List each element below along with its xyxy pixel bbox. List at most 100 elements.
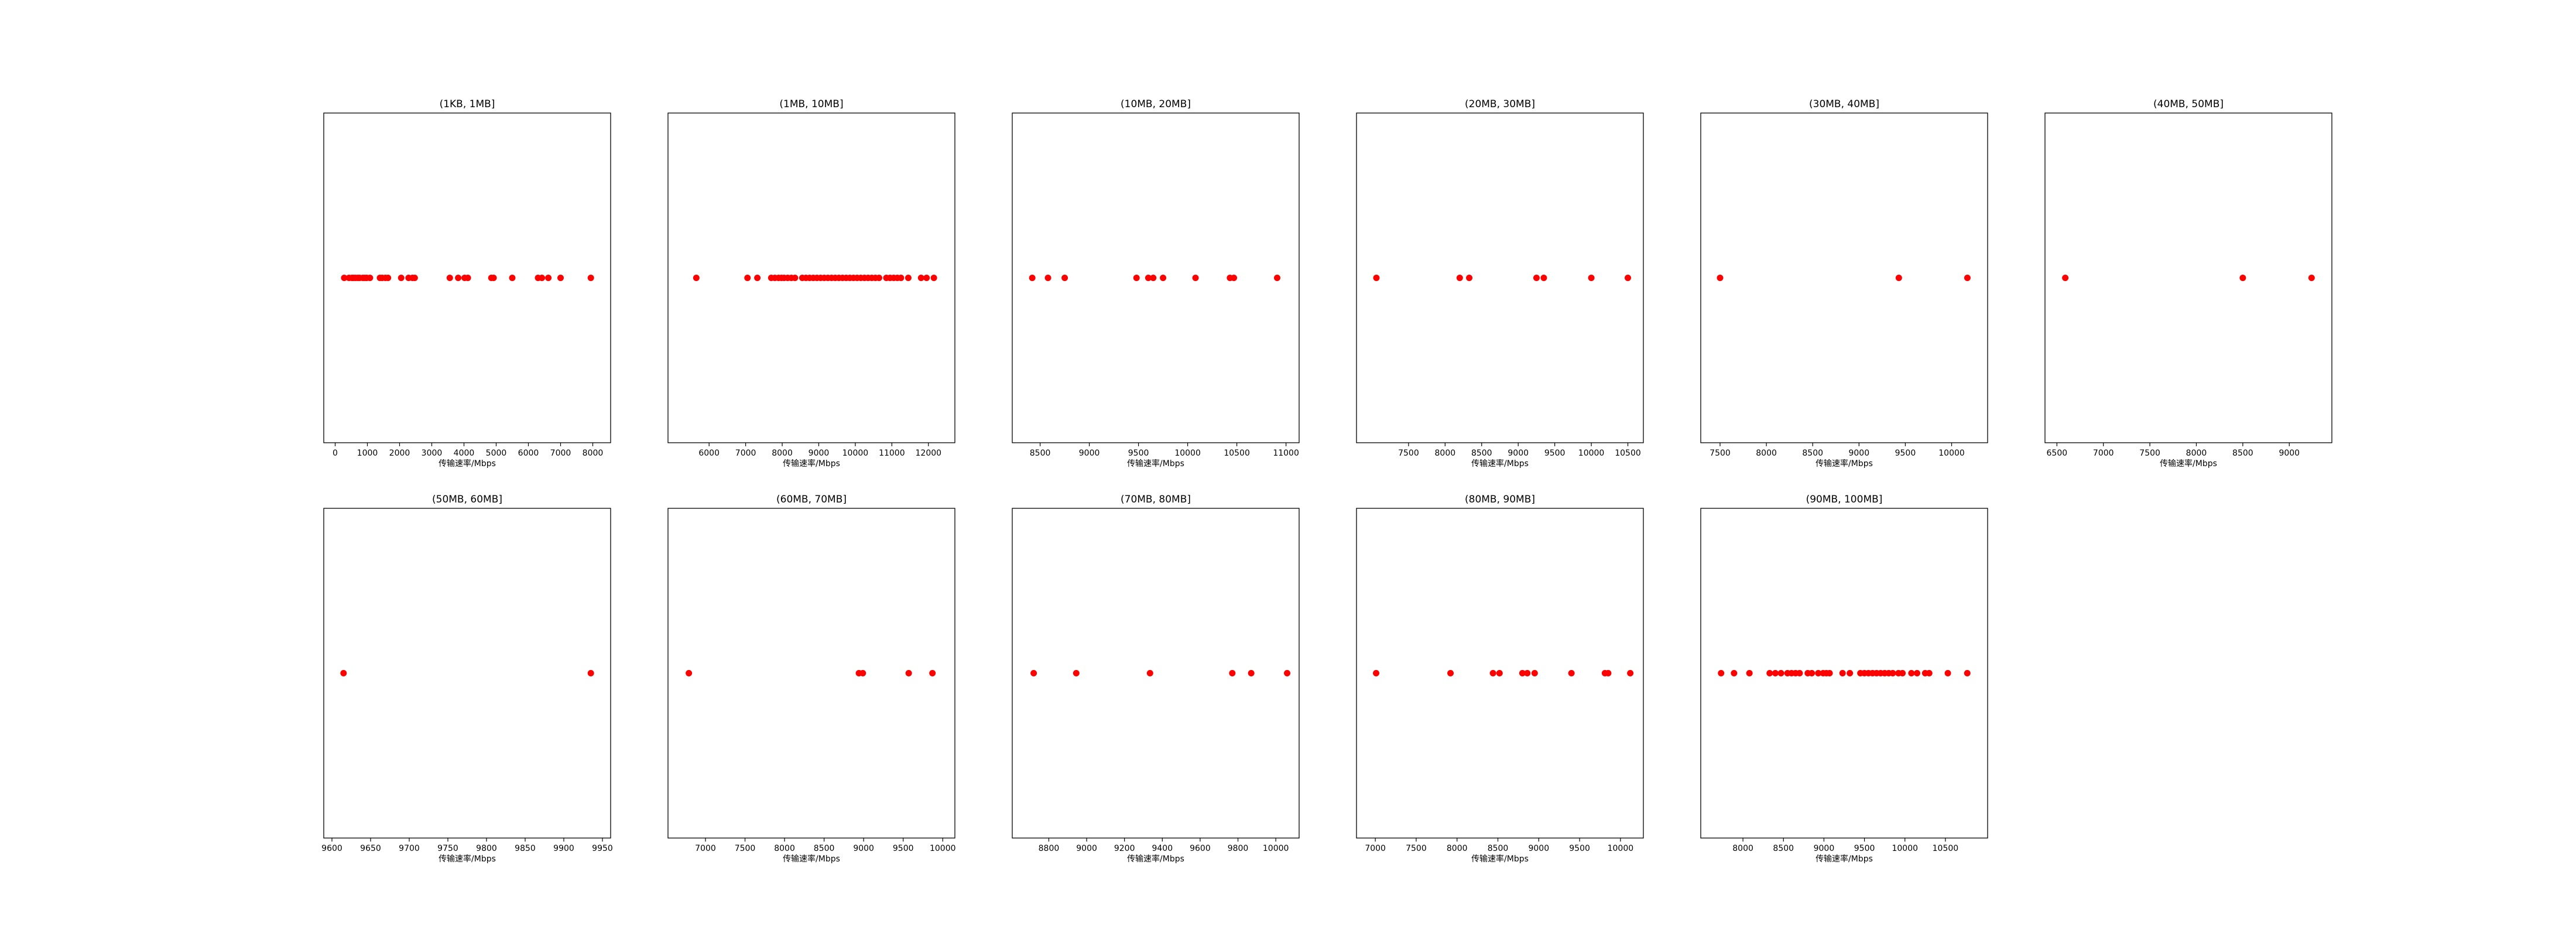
x-tick-label: 9800: [1228, 844, 1249, 853]
data-point: [1284, 670, 1291, 676]
x-tick-label: 10000: [1263, 844, 1289, 853]
x-tick-label: 8000: [583, 449, 604, 458]
x-axis-label: 传输速率/Mbps: [439, 459, 496, 468]
x-tick-label: 9600: [321, 844, 342, 853]
x-tick-label: 8800: [1039, 844, 1060, 853]
x-tick-label: 7500: [735, 844, 756, 853]
x-axis-label: 传输速率/Mbps: [1127, 459, 1184, 468]
data-point: [1839, 670, 1846, 676]
x-tick-label: 5000: [486, 449, 507, 458]
data-point: [754, 275, 761, 281]
x-tick-label: 8000: [772, 449, 793, 458]
x-tick-label: 7000: [550, 449, 571, 458]
subplot-4: (20MB, 30MB] 7500 8000 8500 9000 9500 10000 105…: [1356, 98, 1644, 468]
data-point: [1456, 275, 1463, 281]
data-point: [905, 275, 912, 281]
x-tick-label: 9500: [1854, 844, 1875, 853]
axes-frame: [1012, 508, 1300, 839]
subplot-title: (20MB, 30MB]: [1465, 98, 1535, 110]
data-point: [341, 275, 348, 281]
x-tick-label: 11000: [1273, 449, 1299, 458]
subplot-7: (50MB, 60MB] 9600 9650 9700 9750 9800 9850 9900…: [321, 494, 613, 864]
subplot-grid: (1KB, 1MB] 0 1000 2000 3000 4000 5000 6000 7000 8…: [321, 98, 2332, 864]
data-point: [1160, 275, 1167, 281]
data-point: [2239, 275, 2246, 281]
data-point: [905, 670, 912, 676]
subplot-title: (70MB, 80MB]: [1121, 494, 1191, 505]
data-point: [1718, 670, 1725, 676]
x-tick-label: 10500: [1933, 844, 1959, 853]
data-point: [446, 275, 453, 281]
subplot-5: (30MB, 40MB] 7500 8000 8500 9000 9500 10000 传输速…: [1700, 98, 1988, 468]
data-point: [1847, 670, 1854, 676]
x-tick-label: 9500: [893, 844, 914, 853]
subplot-10: (80MB, 90MB] 7000 7500 8000 8500 9000 9500 1000…: [1356, 494, 1644, 864]
x-tick-label: 7000: [1365, 844, 1386, 853]
x-tick-label: 8000: [2186, 449, 2207, 458]
subplot-title: (90MB, 100MB]: [1806, 494, 1883, 505]
x-tick-label: 11000: [879, 449, 905, 458]
x-axis-label: 传输速率/Mbps: [783, 459, 840, 468]
x-tick-label: 10500: [1615, 449, 1641, 458]
data-point: [587, 670, 594, 676]
subplot-1: (1KB, 1MB] 0 1000 2000 3000 4000 5000 6000 7000 8…: [323, 98, 611, 468]
data-point: [1899, 670, 1906, 676]
data-point: [1133, 275, 1140, 281]
data-point: [1447, 670, 1454, 676]
data-point: [490, 275, 497, 281]
axes-frame: [667, 112, 955, 443]
data-point: [2062, 275, 2069, 281]
data-point: [898, 275, 905, 281]
x-tick-label: 8500: [814, 844, 835, 853]
data-point: [1808, 670, 1815, 676]
x-tick-label: 6500: [2047, 449, 2068, 458]
data-point: [1466, 275, 1473, 281]
data-point: [1625, 275, 1632, 281]
data-point: [587, 275, 594, 281]
data-point: [539, 275, 546, 281]
data-point: [1913, 670, 1920, 676]
x-tick-label: 8500: [1773, 844, 1794, 853]
data-point: [1796, 670, 1803, 676]
x-tick-label: 9500: [1128, 449, 1149, 458]
x-tick-label: 9950: [592, 844, 613, 853]
x-tick-label: 8000: [1756, 449, 1777, 458]
data-point: [1964, 670, 1971, 676]
subplot-8: (60MB, 70MB] 7000 7500 8000 8500 9000 9500 1000…: [667, 494, 956, 864]
data-point: [923, 275, 930, 281]
x-tick-label: 0: [333, 449, 338, 458]
x-tick-label: 10000: [1174, 449, 1201, 458]
x-tick-label: 9500: [1544, 449, 1566, 458]
data-point: [744, 275, 751, 281]
x-tick-label: 9400: [1152, 844, 1173, 853]
x-axis-label: 传输速率/Mbps: [1471, 459, 1529, 468]
data-point: [557, 275, 564, 281]
data-point: [1944, 670, 1951, 676]
x-axis-label: 传输速率/Mbps: [1127, 854, 1184, 864]
subplot-title: (30MB, 40MB]: [1809, 98, 1879, 110]
x-tick-label: 7500: [1710, 449, 1731, 458]
x-tick-label: 4000: [454, 449, 475, 458]
data-point: [1926, 670, 1933, 676]
x-tick-label: 10000: [1938, 449, 1965, 458]
data-point: [876, 275, 882, 281]
data-point: [1373, 670, 1380, 676]
data-point: [1192, 275, 1199, 281]
x-tick-label: 8000: [1435, 449, 1456, 458]
x-tick-label: 10000: [1892, 844, 1918, 853]
x-tick-label: 9000: [1508, 449, 1529, 458]
x-tick-label: 10000: [1608, 844, 1634, 853]
data-point: [1627, 670, 1634, 676]
data-point: [1073, 670, 1080, 676]
data-point: [1489, 670, 1496, 676]
x-tick-label: 8500: [1030, 449, 1051, 458]
data-point: [455, 275, 462, 281]
x-axis-label: 传输速率/Mbps: [439, 854, 496, 864]
data-point: [366, 275, 374, 281]
data-point: [930, 275, 937, 281]
x-axis-label: 传输速率/Mbps: [1471, 854, 1529, 864]
data-point: [1533, 275, 1540, 281]
subplot-9: (70MB, 80MB] 8800 9000 9200 9400 9600 9800 1000…: [1012, 494, 1300, 864]
x-tick-label: 9700: [399, 844, 420, 853]
